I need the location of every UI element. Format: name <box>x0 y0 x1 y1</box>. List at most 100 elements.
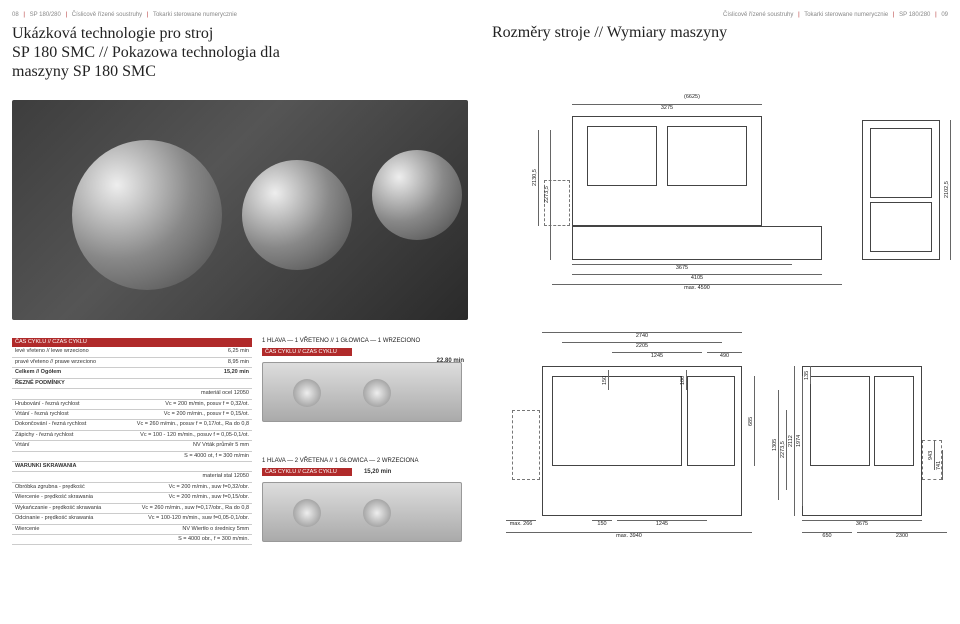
dim-label: 4105 <box>572 274 822 281</box>
dim-label: 2740 <box>542 332 742 339</box>
row-label: Celkem // Ogółem <box>15 369 224 376</box>
dim-label: 2273,5 <box>544 130 551 260</box>
breadcrumb-left: 08 | SP 180/280 | Číslicově řízené soust… <box>12 12 468 18</box>
row-label: Dokončování - řezná rychlost <box>15 421 137 428</box>
row-value: S = 4000 obr., f = 300 m/min. <box>178 536 249 543</box>
table-row: VrtáníNV Vrták průměr 5 mm <box>12 441 252 451</box>
crumb-pg: 08 <box>12 12 19 18</box>
dim-label: 1245 <box>617 520 707 527</box>
dim-label: 741 <box>936 450 943 480</box>
side-panel <box>870 128 932 198</box>
dim-label: 3275 <box>572 104 762 111</box>
dim-label: 2273,5 <box>780 410 787 490</box>
dim-label: 150 <box>602 370 609 390</box>
row-label: pravé vřeteno // prawe wrzeciono <box>15 359 228 366</box>
cut-header: ŘEZNÉ PODMÍNKY <box>12 379 252 389</box>
tables-col: ČAS CYKLU // CZAS CYKLU levé vřeteno // … <box>12 338 252 548</box>
table-row: Hrubování - řezná rychlostVc = 200 m/min… <box>12 400 252 410</box>
row-value: 8,95 min <box>228 359 249 366</box>
machine-panel <box>667 126 747 186</box>
bar2-title: 1 HLAVA — 2 VŘETENA // 1 GŁOWICA — 2 WRZ… <box>262 458 468 464</box>
row-value: Vc = 200 m/min, posuv f = 0,32/ot. <box>165 401 249 408</box>
side-base <box>870 202 932 252</box>
table-row: S = 4000 ot, f = 300 m/min <box>12 452 252 462</box>
dim-label: 135 <box>804 366 811 384</box>
dim-label: 2130,5 <box>532 130 539 226</box>
bar1-title: 1 HLAVA — 1 VŘETENO // 1 GŁOWICA — 1 WRZ… <box>262 338 468 344</box>
dim-label: 650 <box>802 532 852 539</box>
table-row: Wiercenie - prędkość skrawaniaVc = 200 m… <box>12 493 252 503</box>
dim-label: 943 <box>928 440 935 470</box>
row-label <box>15 390 201 397</box>
row-label <box>15 473 203 480</box>
dim-label: 3675 <box>572 264 792 271</box>
plan-panel <box>687 376 735 466</box>
crumb-sep-icon: | <box>66 12 68 18</box>
crumb-sec1: Číslicově řízené soustruhy <box>72 12 142 18</box>
row-value: 6,25 min <box>228 348 249 355</box>
table-row: Celkem // Ogółem15,20 min <box>12 368 252 378</box>
machine-panel <box>587 126 657 186</box>
table-row: Zápichy - řezná rychlostVc = 100 - 120 m… <box>12 431 252 441</box>
row-value: Vc = 260 m/min., posuv f = 0,17/ot., Ra … <box>137 421 249 428</box>
table-row: Vrtání - řezná rychlostVc = 200 m/min., … <box>12 410 252 420</box>
machine-base <box>572 226 822 260</box>
cycle-header: ČAS CYKLU // CZAS CYKLU <box>12 338 252 347</box>
plan-side-panel <box>874 376 914 466</box>
row-value: Vc = 200 m/min., suw f=0,15/obr. <box>169 494 249 501</box>
row-label: Zápichy - řezná rychlost <box>15 432 140 439</box>
crumb-sep-icon: | <box>798 12 800 18</box>
row-value: Vc = 100 - 120 m/min., posuv f = 0,05-0,… <box>140 432 249 439</box>
row-value: Vc = 100-120 m/min., suw f=0,05-0,1/obr. <box>148 515 249 522</box>
dim-label: 150 <box>592 520 612 527</box>
table-row: materiał stal 12050 <box>12 472 252 482</box>
gearbox-image <box>262 362 462 422</box>
lower-content: ČAS CYKLU // CZAS CYKLU levé vřeteno // … <box>12 338 468 548</box>
war-header: WARUNKI SKRAWANIA <box>12 462 252 472</box>
dim-label: max. 3940 <box>506 532 752 539</box>
crumb-prod: SP 180/280 <box>899 12 930 18</box>
dim-label: 1245 <box>612 352 702 359</box>
row-label: Wykańczanie - prędkość skrawania <box>15 505 142 512</box>
crumb-sep-icon: | <box>23 12 25 18</box>
row-value: 15,20 min <box>224 369 249 376</box>
row-value: materiał stal 12050 <box>203 473 249 480</box>
row-value: NV Vrták průměr 5 mm <box>193 442 249 449</box>
part-ring-icon <box>242 160 352 270</box>
bar1-tag: ČAS CYKLU // CZAS CYKLU <box>262 348 352 356</box>
row-label <box>15 536 178 543</box>
bar2-time: 15,20 min <box>364 469 391 475</box>
dim-label: 1974 <box>796 376 803 506</box>
dim-label: max. 266 <box>506 520 536 527</box>
dim-label: max. 4590 <box>552 284 842 291</box>
row-label: Vrtání <box>15 442 193 449</box>
page-right: Číslicově řízené soustruhy | Tokarki ste… <box>480 0 960 624</box>
row-label: Vrtání - řezná rychlost <box>15 411 164 418</box>
hero-photo <box>12 100 468 320</box>
crumb-sep-icon: | <box>893 12 895 18</box>
bar2-tag: ČAS CYKLU // CZAS CYKLU <box>262 468 352 476</box>
crumb-sec2: Tokarki sterowane numerycznie <box>153 12 237 18</box>
row-value: Vc = 260 m/min., suw f=0,17/obr., Ra do … <box>142 505 249 512</box>
dim-label: 100 <box>680 370 687 390</box>
table-row: Wykańczanie - prędkość skrawaniaVc = 260… <box>12 504 252 514</box>
row-value: Vc = 200 m/min., posuv f = 0,15/ot. <box>164 411 249 418</box>
page-title-right: Rozměry stroje // Wymiary maszyny <box>492 24 948 42</box>
table-row: WiercenieNV Wiertło o średnicy 5mm <box>12 525 252 535</box>
dim-label: 2102,5 <box>944 120 951 260</box>
row-value: Vc = 200 m/min., suw f=0,32/obr. <box>169 484 249 491</box>
table-row: Obróbka zgrubna - prędkośćVc = 200 m/min… <box>12 483 252 493</box>
dim-label: 685 <box>748 376 755 466</box>
top-drawing: (6625) 3275 2130,5 2273,5 3675 4105 max.… <box>492 110 948 300</box>
plan-side-panel <box>810 376 870 466</box>
dim-label: 2205 <box>562 342 722 349</box>
bottom-drawing: 2740 2205 1245 490 150 100 685 max. 266 … <box>492 340 948 610</box>
gearbox-col: 1 HLAVA — 1 VŘETENO // 1 GŁOWICA — 1 WRZ… <box>262 338 468 548</box>
part-ring-icon <box>72 140 222 290</box>
row-label <box>15 453 184 460</box>
row-label: Wiercenie <box>15 526 182 533</box>
row-label: levé vřeteno // lewe wrzeciono <box>15 348 228 355</box>
table-row: pravé vřeteno // prawe wrzeciono8,95 min <box>12 358 252 368</box>
row-value: NV Wiertło o średnicy 5mm <box>182 526 249 533</box>
row-value: materiál ocel 12050 <box>201 390 249 397</box>
